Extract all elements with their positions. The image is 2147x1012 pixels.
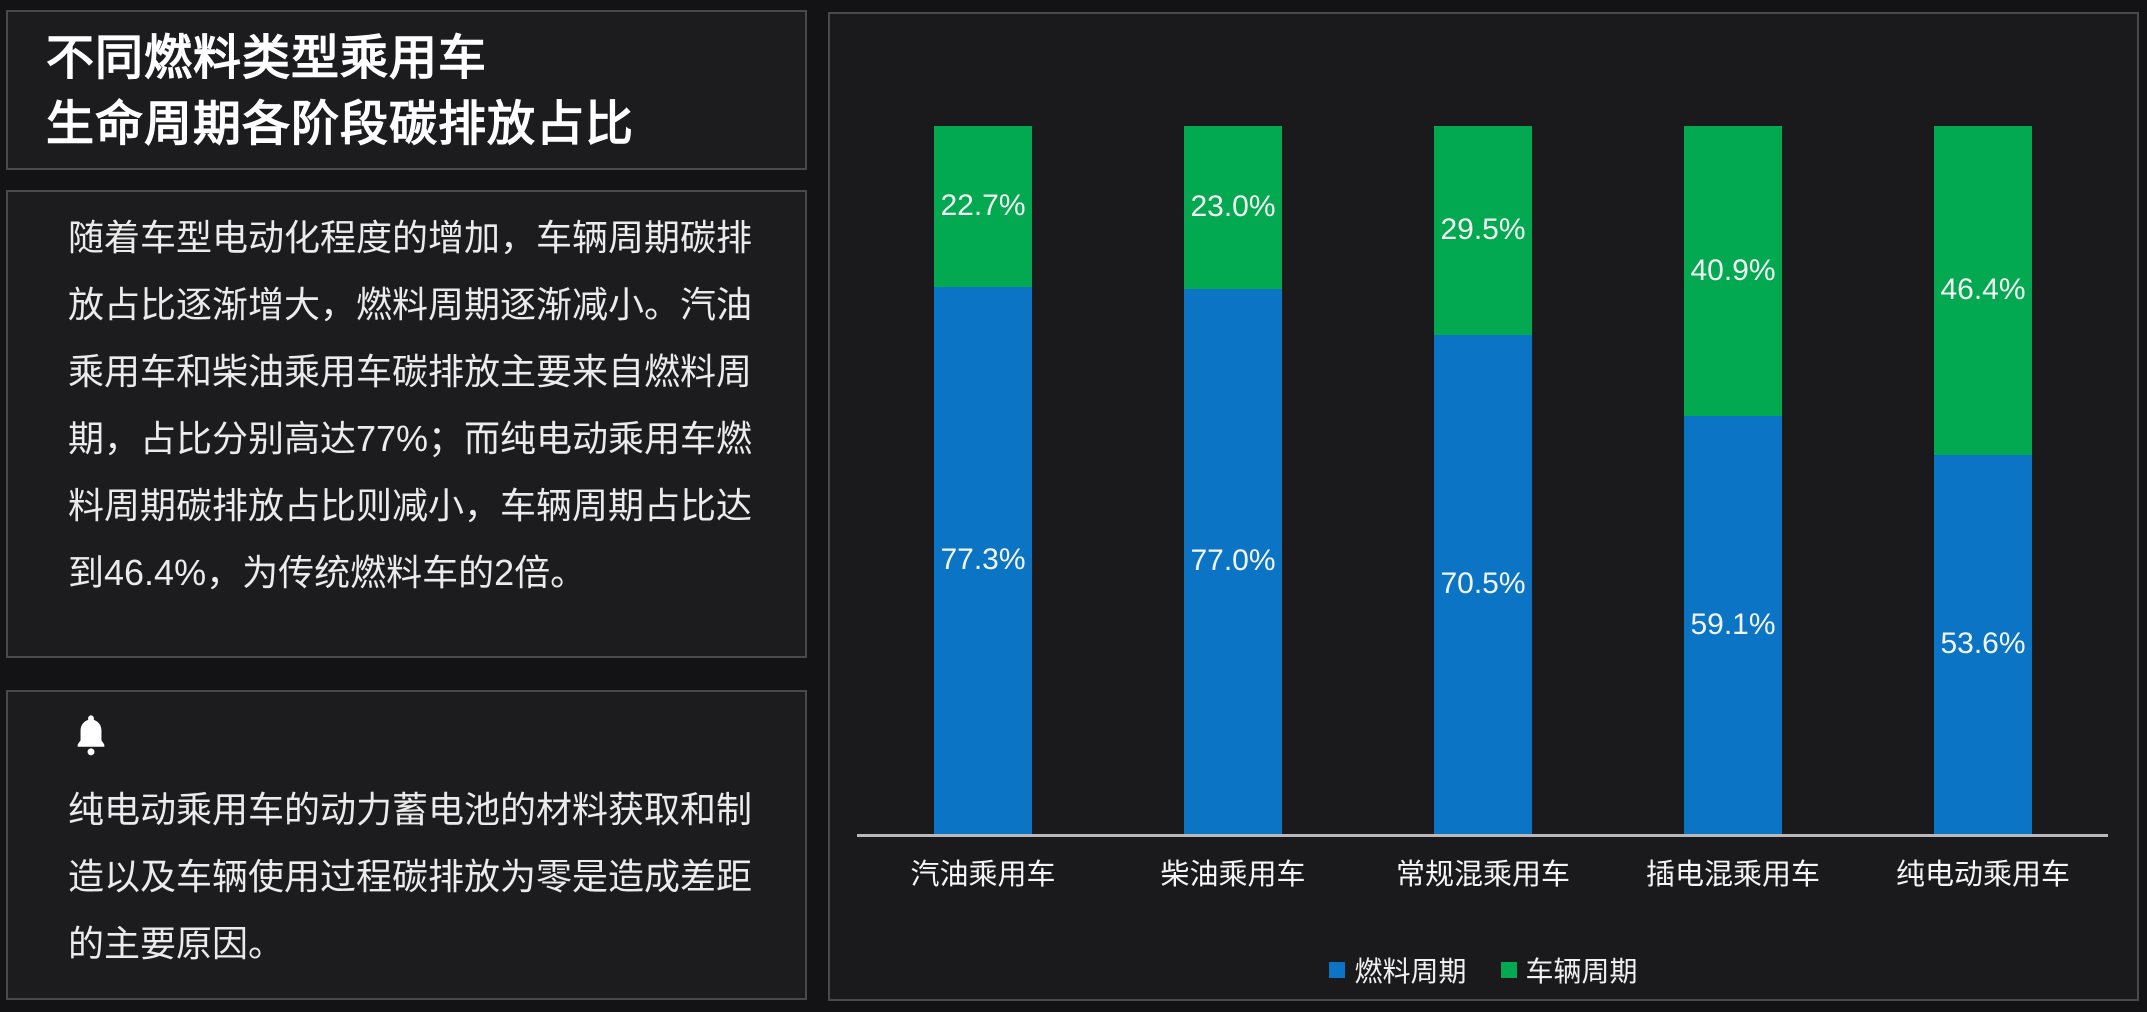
bar-纯电动乘用车: 46.4% 53.6% — [1934, 126, 2032, 834]
segment-value-label: 70.5% — [1440, 567, 1526, 601]
legend-label-fuel-cycle: 燃料周期 — [1354, 956, 1467, 987]
plot-area: 燃料周期 车辆周期 22.7% 77.3% 汽油乘用车 23.0% 77.0% 柴油乘用车… — [830, 14, 2137, 999]
bar-segment-vehicle-cycle[interactable]: 40.9% — [1684, 126, 1782, 416]
note-text: 纯电动乘用车的动力蓄电池的材料获取和制造以及车辆使用过程碳排放为零是造成差距的主… — [68, 789, 753, 964]
segment-value-label: 53.6% — [1940, 627, 2026, 661]
bar-segment-fuel-cycle[interactable]: 70.5% — [1434, 334, 1532, 834]
bar-segment-vehicle-cycle[interactable]: 22.7% — [934, 126, 1032, 287]
bell-icon — [77, 715, 105, 756]
legend-swatch-vehicle-cycle — [1500, 962, 1517, 978]
bar-segment-vehicle-cycle[interactable]: 46.4% — [1934, 126, 2032, 455]
bar-常规混乘用车: 29.5% 70.5% — [1434, 126, 1532, 834]
segment-value-label: 77.3% — [940, 543, 1026, 577]
x-axis-label: 插电混乘用车 — [1645, 859, 1821, 891]
description-text: 随着车型电动化程度的增加，车辆周期碳排放占比逐渐增大，燃料周期逐渐减小。汽油乘用… — [68, 217, 753, 593]
x-axis-label: 常规混乘用车 — [1395, 859, 1571, 891]
segment-value-label: 40.9% — [1690, 253, 1776, 287]
legend-item-vehicle-cycle[interactable]: 车辆周期 — [1500, 950, 1638, 990]
chart-panel: 燃料周期 车辆周期 22.7% 77.3% 汽油乘用车 23.0% 77.0% 柴油乘用车… — [828, 12, 2139, 1001]
page-title-line1: 不同燃料类型乘用车 — [46, 32, 488, 85]
segment-value-label: 46.4% — [1940, 273, 2026, 307]
x-axis-label: 汽油乘用车 — [910, 859, 1056, 891]
bar-插电混乘用车: 40.9% 59.1% — [1684, 126, 1782, 834]
bar-segment-fuel-cycle[interactable]: 77.3% — [934, 286, 1032, 834]
segment-value-label: 29.5% — [1440, 213, 1526, 247]
title-panel: 不同燃料类型乘用车 生命周期各阶段碳排放占比 — [6, 10, 807, 170]
segment-value-label: 77.0% — [1190, 544, 1276, 578]
segment-value-label: 22.7% — [940, 189, 1026, 223]
segment-value-label: 23.0% — [1190, 190, 1276, 224]
bar-segment-vehicle-cycle[interactable]: 23.0% — [1184, 126, 1282, 289]
chart-legend: 燃料周期 车辆周期 — [830, 950, 2137, 990]
bar-segment-fuel-cycle[interactable]: 53.6% — [1934, 454, 2032, 834]
description-panel: 随着车型电动化程度的增加，车辆周期碳排放占比逐渐增大，燃料周期逐渐减小。汽油乘用… — [6, 190, 807, 658]
bar-segment-fuel-cycle[interactable]: 59.1% — [1684, 415, 1782, 834]
x-axis-label: 纯电动乘用车 — [1895, 859, 2071, 891]
page-title-line2: 生命周期各阶段碳排放占比 — [46, 98, 635, 151]
bar-segment-vehicle-cycle[interactable]: 29.5% — [1434, 126, 1532, 335]
legend-item-fuel-cycle[interactable]: 燃料周期 — [1329, 950, 1467, 990]
segment-value-label: 59.1% — [1690, 607, 1776, 641]
bar-柴油乘用车: 23.0% 77.0% — [1184, 126, 1282, 834]
legend-swatch-fuel-cycle — [1329, 962, 1346, 978]
note-panel: 纯电动乘用车的动力蓄电池的材料获取和制造以及车辆使用过程碳排放为零是造成差距的主… — [6, 690, 807, 1000]
bar-segment-fuel-cycle[interactable]: 77.0% — [1184, 288, 1282, 834]
x-axis-label: 柴油乘用车 — [1160, 859, 1306, 891]
bar-汽油乘用车: 22.7% 77.3% — [934, 126, 1032, 834]
legend-label-vehicle-cycle: 车辆周期 — [1525, 956, 1638, 987]
x-axis-line — [857, 834, 2108, 837]
